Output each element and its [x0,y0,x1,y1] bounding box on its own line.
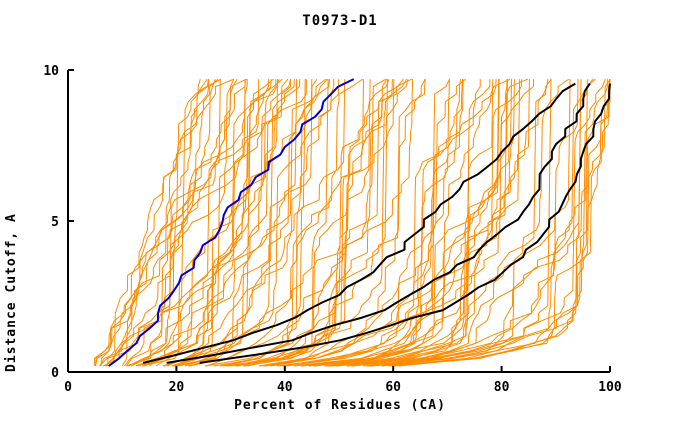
chart-title: T0973-D1 [302,13,378,29]
prediction-curve [142,78,289,367]
prediction-curve [213,79,388,367]
prediction-curve [188,79,329,367]
prediction-curve [258,78,426,367]
y-tick-label: 0 [51,366,59,381]
prediction-curve [381,79,611,367]
prediction-curve [336,79,521,367]
blue-model-curve [108,78,355,367]
prediction-curve [99,78,234,367]
prediction-curve [235,79,413,367]
prediction-curve [149,79,278,367]
prediction-curve [105,78,219,367]
prediction-curve [388,78,594,367]
prediction-curve [206,79,340,367]
y-tick-label: 10 [43,64,59,79]
x-axis-label: Percent of Residues (CA) [234,398,446,413]
prediction-curve [293,79,508,367]
black-model-curve [166,83,591,364]
prediction-curve [93,78,208,367]
x-tick-label: 0 [64,380,72,395]
y-tick-label: 5 [51,215,59,230]
prediction-curve [244,78,404,367]
prediction-curve [100,78,222,367]
x-tick-label: 100 [598,380,622,395]
prediction-curve [391,79,608,367]
x-tick-label: 80 [494,380,510,395]
prediction-curve [135,78,283,367]
prediction-curve [243,78,409,367]
prediction-curve [142,79,292,367]
black-model-curve [142,82,576,364]
prediction-curve [265,78,450,367]
prediction-curve [95,78,201,367]
prediction-curve [237,78,387,367]
black-model-curve [199,83,611,364]
prediction-curve [223,78,388,367]
prediction-curve [330,79,508,367]
x-tick-label: 60 [385,380,401,395]
prediction-curve [279,79,481,367]
prediction-curve [324,78,529,367]
prediction-curve [346,79,579,367]
prediction-curve [162,79,301,367]
prediction-curve [229,79,395,367]
prediction-curve [127,79,295,367]
prediction-curve [347,78,552,367]
prediction-curve [163,78,318,367]
prediction-curve [102,78,216,367]
prediction-curve [260,79,426,367]
prediction-curve [104,79,260,367]
prediction-curve [351,78,570,367]
prediction-curve [371,78,596,367]
prediction-curve [121,78,238,367]
prediction-curve [173,79,307,367]
prediction-curve [392,79,611,367]
x-tick-label: 40 [277,380,293,395]
prediction-curve [177,78,328,367]
prediction-curve [171,79,335,367]
prediction-curve [226,79,393,367]
prediction-curve [109,78,235,367]
prediction-curve [130,78,248,367]
prediction-curve [282,79,463,367]
prediction-curve [285,79,450,367]
prediction-curve [332,79,530,367]
prediction-curve [226,78,407,367]
prediction-curve [363,78,606,367]
prediction-curve [328,79,512,367]
x-tick-label: 20 [169,380,185,395]
prediction-curve [155,79,277,367]
prediction-curve [184,79,331,367]
prediction-curve [125,79,246,367]
prediction-curve [327,79,549,367]
prediction-curve [367,79,589,367]
prediction-curve [234,79,371,367]
prediction-curve [270,79,494,367]
prediction-curve [125,79,248,367]
prediction-curve [247,78,390,367]
prediction-curve [300,79,500,367]
prediction-curve [325,79,523,367]
